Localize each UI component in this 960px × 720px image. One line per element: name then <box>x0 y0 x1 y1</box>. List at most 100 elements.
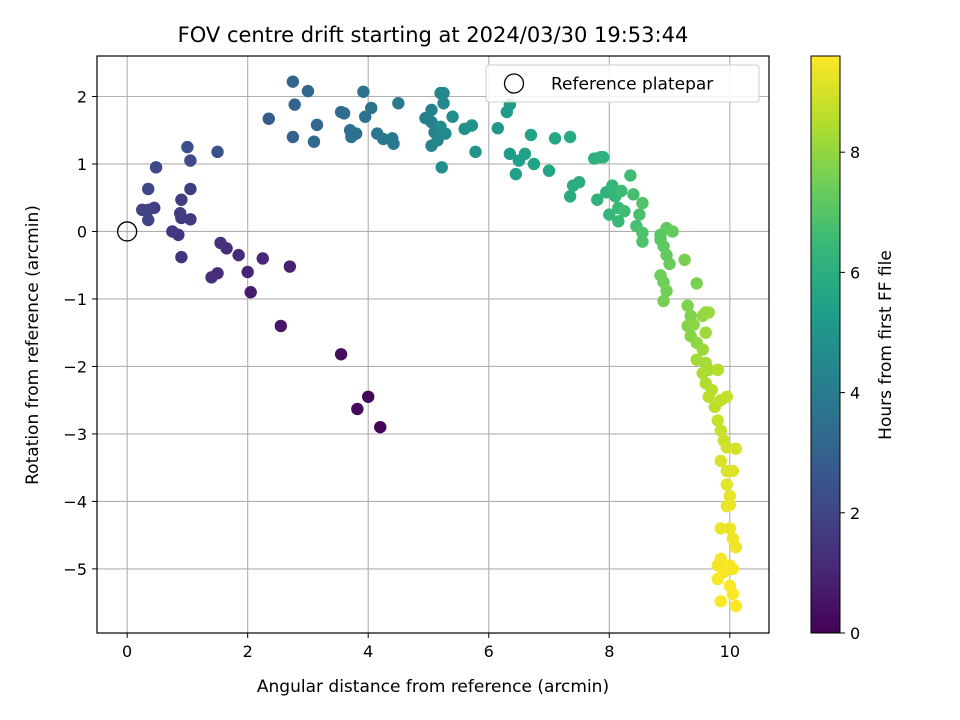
colorbar-label: Hours from first FF file <box>876 250 896 440</box>
data-point <box>503 147 517 161</box>
data-point <box>711 363 724 377</box>
reference-platepar-marker <box>116 221 138 242</box>
data-point <box>720 478 734 491</box>
data-point <box>699 326 712 339</box>
data-point <box>232 248 245 262</box>
data-point <box>687 318 700 331</box>
data-point <box>657 294 670 308</box>
data-point <box>572 175 586 189</box>
x-tick-label: 0 <box>122 642 132 661</box>
data-point <box>624 169 637 182</box>
data-point <box>262 112 275 125</box>
data-point <box>387 137 400 150</box>
data-point <box>678 253 691 267</box>
data-point <box>696 366 709 380</box>
data-point <box>696 343 709 356</box>
data-point <box>274 319 288 333</box>
data-point <box>241 265 254 279</box>
data-point <box>711 414 724 427</box>
data-point <box>175 193 188 206</box>
colorbar-tick-label: 6 <box>850 263 860 282</box>
data-point <box>720 390 734 404</box>
y-tick-label: 1 <box>77 155 87 174</box>
data-point <box>702 390 715 404</box>
data-point <box>597 151 610 164</box>
data-point <box>527 157 541 171</box>
colorbar-ticks: 0 2 4 6 8 <box>840 143 860 643</box>
data-point <box>175 250 188 264</box>
data-point <box>425 103 438 117</box>
data-point <box>142 182 155 196</box>
legend: Reference platepar <box>485 64 760 103</box>
data-point <box>136 203 149 217</box>
y-tick-label: −1 <box>63 290 87 309</box>
data-point <box>702 306 715 319</box>
y-tick-label: −3 <box>63 425 87 444</box>
data-point <box>636 226 649 240</box>
data-point <box>548 132 562 145</box>
data-point <box>362 390 375 404</box>
y-tick-label: 2 <box>77 87 87 106</box>
data-point <box>301 84 315 98</box>
colorbar-tick-label: 0 <box>850 624 860 643</box>
data-point <box>377 132 390 146</box>
data-point <box>283 260 297 273</box>
data-point <box>726 562 740 576</box>
data-point <box>690 277 703 290</box>
data-point <box>437 86 450 100</box>
legend-label-reference: Reference platepar <box>551 75 713 95</box>
data-point <box>714 424 727 437</box>
data-point <box>358 110 372 123</box>
data-point <box>184 154 197 167</box>
data-point <box>723 522 737 535</box>
data-point <box>351 402 364 416</box>
data-point <box>334 348 348 361</box>
legend-marker-reference <box>503 73 525 94</box>
data-point <box>666 225 679 238</box>
data-point <box>184 213 197 226</box>
data-point <box>729 442 743 455</box>
data-point <box>286 75 300 88</box>
x-tick-label: 2 <box>243 642 253 661</box>
data-point <box>437 97 450 110</box>
y-tick-label: −4 <box>63 492 87 511</box>
data-point <box>435 161 448 174</box>
data-point <box>723 498 737 511</box>
data-point <box>244 285 257 299</box>
data-point <box>286 130 300 144</box>
data-point <box>491 122 504 135</box>
data-point <box>509 167 523 181</box>
chart-title: FOV centre drift starting at 2024/03/30 … <box>178 23 689 47</box>
data-point <box>465 119 479 132</box>
data-point <box>149 161 163 174</box>
data-point <box>660 284 673 298</box>
data-point <box>612 215 625 228</box>
data-point <box>524 128 538 142</box>
data-point <box>446 110 459 123</box>
x-tick-label: 6 <box>484 642 494 661</box>
data-point <box>211 145 224 159</box>
x-tick-label: 8 <box>604 642 614 661</box>
data-point <box>357 85 370 98</box>
data-point <box>142 213 155 227</box>
data-point <box>618 205 631 218</box>
data-point <box>434 120 447 134</box>
data-point <box>726 464 740 478</box>
data-point <box>256 252 269 265</box>
data-point <box>214 236 227 250</box>
data-point <box>591 193 604 206</box>
data-point <box>723 489 737 503</box>
y-axis-label: Rotation from reference (arcmin) <box>23 205 43 485</box>
x-axis-label: Angular distance from reference (arcmin) <box>257 677 609 697</box>
data-point <box>714 522 727 535</box>
data-point <box>681 299 694 312</box>
y-tick-label: −2 <box>63 357 87 376</box>
data-point <box>603 208 616 221</box>
y-tick-label: 0 <box>77 222 87 241</box>
data-point <box>663 257 676 271</box>
data-point <box>729 599 743 613</box>
data-point <box>636 196 649 210</box>
x-axis-ticks: 0 2 4 6 8 10 <box>122 633 740 661</box>
colorbar-tick-label: 4 <box>850 384 860 403</box>
data-point <box>392 97 405 110</box>
